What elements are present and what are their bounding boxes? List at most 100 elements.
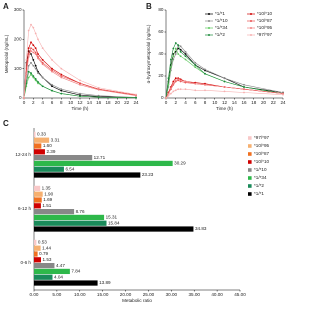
data-point: [41, 63, 44, 66]
data-point: [51, 67, 53, 70]
data-point: [60, 89, 63, 92]
data-point: [204, 68, 206, 71]
y-tick-label: 100: [14, 66, 22, 71]
value-label: 1.69: [43, 197, 52, 202]
data-point: [34, 32, 37, 35]
x-tick-label: 10: [68, 100, 74, 105]
x-tick-label: 30.00: [166, 292, 178, 297]
data-point: [204, 83, 206, 86]
data-point: [179, 45, 182, 48]
data-point: [30, 72, 32, 74]
value-label: 23.23: [142, 172, 154, 177]
data-point: [51, 58, 53, 61]
y-tick-label: 300: [14, 7, 22, 12]
data-point: [223, 90, 226, 93]
x-tick-label: 18: [105, 100, 111, 105]
data-point: [177, 47, 180, 50]
legend-label: *1/*1: [254, 191, 264, 196]
data-point: [282, 93, 284, 96]
value-label: 1.60: [43, 143, 52, 148]
value-label: 0.33: [37, 132, 46, 137]
data-point: [194, 64, 197, 66]
data-point: [172, 82, 175, 85]
data-point: [27, 64, 30, 67]
data-point: [25, 73, 28, 76]
x-tick-label: 22: [271, 100, 277, 105]
data-point: [37, 80, 39, 83]
legend-label: *10/*95: [254, 143, 270, 148]
data-point: [165, 97, 167, 99]
bar: [34, 263, 55, 269]
data-point: [97, 96, 100, 99]
bar: [34, 251, 38, 257]
value-label: 4.47: [56, 263, 65, 268]
data-point: [60, 67, 63, 70]
legend-marker: [250, 27, 252, 29]
bar: [34, 160, 173, 167]
x-tick-label: 20.00: [120, 292, 132, 297]
data-point: [174, 42, 177, 44]
series-line: [23, 47, 137, 99]
y-tick-label: 80: [158, 7, 164, 12]
data-point: [97, 86, 100, 89]
value-label: 1.53: [43, 257, 52, 262]
value-label: 4.04: [54, 274, 63, 279]
bar: [34, 131, 36, 138]
value-label: 30.29: [174, 161, 186, 166]
bar: [34, 214, 105, 221]
value-label: 0.79: [39, 251, 48, 256]
data-point: [34, 53, 37, 55]
value-label: 1.90: [44, 191, 53, 196]
data-point: [194, 61, 197, 64]
y-tick-label: 60: [158, 29, 164, 34]
value-label: 3.31: [51, 137, 60, 142]
data-point: [177, 88, 180, 91]
data-point: [184, 80, 187, 83]
data-point: [174, 89, 177, 92]
value-label: 34.83: [195, 226, 207, 231]
data-point: [79, 83, 81, 86]
data-point: [30, 50, 32, 52]
x-tick-label: 20: [115, 100, 121, 105]
y-tick-label: 40: [158, 51, 164, 56]
data-point: [41, 76, 44, 79]
data-point: [30, 47, 32, 50]
data-point: [184, 88, 187, 91]
x-tick-label: 18: [251, 100, 257, 105]
series-line: [23, 50, 137, 99]
legend-swatch: [248, 168, 252, 172]
legend-swatch: [248, 176, 252, 180]
bar: [34, 245, 41, 251]
data-point: [169, 87, 172, 89]
legend-label: *1/*2: [215, 32, 225, 37]
data-point: [79, 92, 81, 95]
data-point: [25, 82, 28, 85]
legend-marker: [250, 34, 252, 36]
data-point: [174, 79, 177, 82]
data-point: [167, 92, 170, 95]
data-point: [223, 86, 226, 88]
data-point: [172, 47, 175, 50]
data-point: [37, 38, 39, 41]
bar: [34, 137, 50, 143]
data-point: [41, 47, 44, 50]
x-tick-label: 10: [212, 100, 218, 105]
value-label: 15.84: [108, 220, 120, 225]
data-point: [194, 66, 197, 69]
data-point: [51, 69, 53, 72]
data-point: [167, 94, 170, 97]
y-tick-label: 0: [19, 95, 22, 100]
x-tick-label: 2: [174, 100, 177, 105]
legend-marker: [208, 27, 210, 29]
data-point: [177, 44, 180, 47]
data-point: [30, 61, 32, 64]
data-point: [30, 23, 32, 26]
data-point: [60, 76, 63, 79]
data-point: [174, 53, 177, 55]
bar: [34, 280, 98, 286]
data-point: [172, 55, 175, 58]
data-point: [79, 82, 81, 85]
series-line: [23, 41, 137, 99]
data-point: [37, 82, 39, 85]
legend-swatch: [248, 152, 252, 156]
